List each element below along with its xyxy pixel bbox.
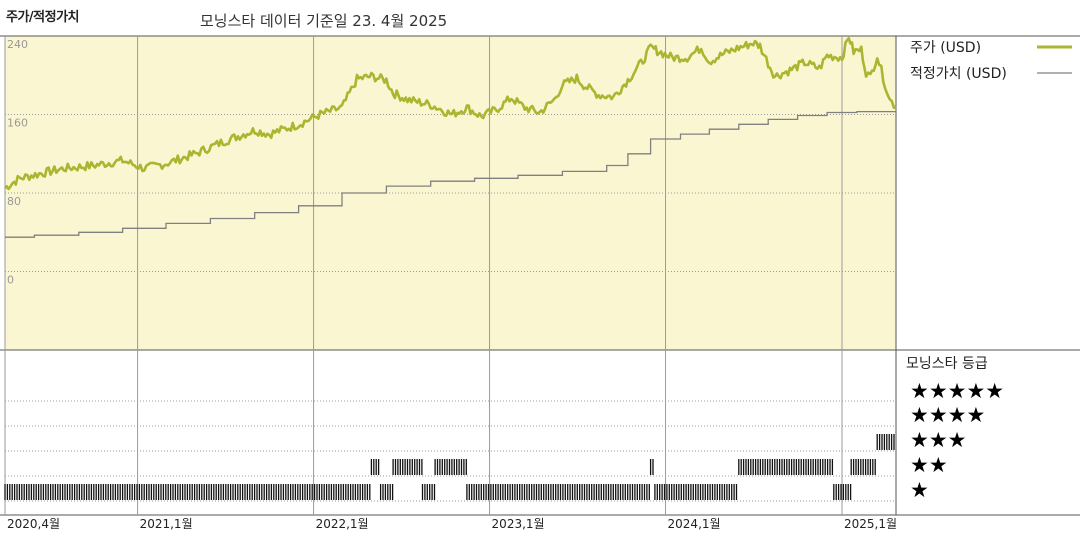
rating-bar xyxy=(876,434,895,450)
rating-bar xyxy=(466,484,650,500)
legend-label-fair-value: 적정가치 (USD) xyxy=(910,66,1007,82)
x-tick-label: 2021,1월 xyxy=(140,517,193,531)
rating-bar xyxy=(738,459,834,475)
rating-legend-3-stars: ★★★ xyxy=(910,428,966,452)
x-tick-label: 2022,1월 xyxy=(316,517,369,531)
rating-legend-4-stars: ★★★★ xyxy=(910,403,985,427)
rating-bar xyxy=(649,459,654,475)
rating-bar xyxy=(434,459,467,475)
y-tick-label: 80 xyxy=(7,195,21,208)
rating-bar xyxy=(833,484,852,500)
price-series-line xyxy=(4,36,897,191)
y-tick-label: 160 xyxy=(7,117,28,130)
rating-bar xyxy=(392,459,423,475)
y-tick-label: 0 xyxy=(7,274,14,287)
x-tick-label: 2024,1월 xyxy=(668,517,721,531)
rating-bar xyxy=(379,484,394,500)
legend-label-price: 주가 (USD) xyxy=(910,40,981,56)
rating-legend-title: 모닝스타 등급 xyxy=(906,356,988,372)
x-tick-label: 2023,1월 xyxy=(492,517,545,531)
x-tick-label: 2025,1월 xyxy=(844,517,897,531)
chart-title: 주가/적정가치 xyxy=(6,10,80,25)
rating-bar xyxy=(421,484,436,500)
fair-value-series-line xyxy=(5,110,897,238)
rating-legend-1-star: ★ xyxy=(910,478,929,502)
price-panel-background xyxy=(5,36,896,350)
rating-bar xyxy=(4,484,371,500)
rating-legend-5-stars: ★★★★★ xyxy=(910,379,1004,403)
rating-bar xyxy=(370,459,380,475)
x-tick-label: 2020,4월 xyxy=(7,517,60,531)
rating-bar xyxy=(654,484,738,500)
rating-legend-2-stars: ★★ xyxy=(910,453,948,477)
y-tick-label: 240 xyxy=(7,38,28,51)
rating-bar xyxy=(850,459,876,475)
chart-subtitle: 모닝스타 데이터 기준일 23. 4월 2025 xyxy=(200,12,448,30)
